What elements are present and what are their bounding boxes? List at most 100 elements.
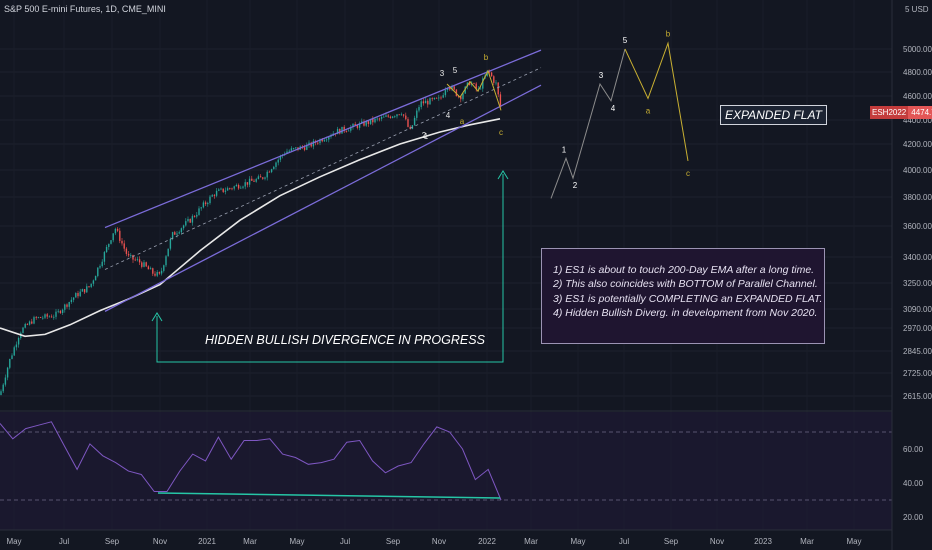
candle-body <box>64 304 66 310</box>
rsi-line <box>0 421 502 501</box>
candle-body <box>356 125 359 128</box>
candle-body <box>387 115 389 117</box>
divergence-arrow-right <box>497 170 509 180</box>
elliott-wave-projection: 1 2 3 4 5 a b c <box>550 29 690 199</box>
divergence-arrow-left <box>151 312 163 322</box>
time-tick-label: Nov <box>432 537 446 546</box>
candle-body <box>435 97 438 99</box>
candle-body <box>303 147 306 150</box>
time-tick-label: Sep <box>664 537 679 546</box>
candle-body <box>33 317 35 324</box>
candle-body <box>275 162 277 167</box>
time-tick-label: Mar <box>524 537 538 546</box>
candle-body <box>398 114 400 116</box>
candle-body <box>380 116 383 119</box>
time-tick-label: Jul <box>340 537 350 546</box>
candle-body <box>429 98 431 105</box>
candle-body <box>17 337 20 345</box>
wave-label: 1 <box>424 132 429 141</box>
candle-body <box>187 218 189 222</box>
candle-body <box>352 124 354 128</box>
candle-body <box>354 124 356 126</box>
candle-body <box>193 216 196 217</box>
candle-body <box>169 238 172 249</box>
candle-body <box>88 286 90 288</box>
wave-label: 5 <box>453 66 458 75</box>
candle-body <box>427 100 429 105</box>
time-tick-label: Sep <box>386 537 401 546</box>
candle-body <box>101 261 103 267</box>
candle-body <box>182 225 185 229</box>
candle-body <box>402 114 405 116</box>
candle-body <box>369 118 372 124</box>
candle-body <box>442 95 444 98</box>
candle-body <box>413 117 416 126</box>
candle-body <box>438 97 440 99</box>
candle-body <box>308 142 310 145</box>
candle-body <box>372 118 374 123</box>
candle-body <box>110 240 112 244</box>
candle-body <box>167 248 169 257</box>
candle-body <box>141 262 143 267</box>
candle-body <box>378 118 381 120</box>
candle-body <box>482 78 484 89</box>
candle-body <box>6 367 9 378</box>
candle-body <box>363 121 365 126</box>
candle-body <box>37 317 40 318</box>
rsi-tick-label: 40.00 <box>903 479 924 488</box>
time-tick-label: Jul <box>59 537 69 546</box>
currency-label[interactable]: 5 USD <box>905 5 929 14</box>
candle-body <box>233 186 235 189</box>
candle-body <box>48 316 51 318</box>
candle-body <box>365 121 367 126</box>
candle-body <box>310 142 312 147</box>
candle-body <box>209 196 211 204</box>
candle-body <box>174 232 176 235</box>
candle-body <box>246 182 249 185</box>
candle-body <box>446 87 449 91</box>
flat-wave-label: c <box>686 169 690 178</box>
candle-body <box>268 171 271 173</box>
candle-body <box>270 169 273 173</box>
candle-body <box>277 159 279 163</box>
rsi-tick-label: 20.00 <box>903 513 924 522</box>
price-tick-label: 2845.00 <box>903 347 932 356</box>
candle-body <box>46 314 48 317</box>
wave-label: a <box>460 117 465 126</box>
candle-body <box>229 188 231 189</box>
candle-body <box>143 262 145 267</box>
candle-body <box>189 218 191 223</box>
rsi-pane <box>0 412 892 530</box>
candle-body <box>343 126 345 132</box>
candle-body <box>213 195 216 196</box>
candle-body <box>50 316 53 318</box>
candle-body <box>152 268 154 274</box>
candle-body <box>105 246 108 253</box>
candle-body <box>460 96 462 100</box>
candle-body <box>180 228 183 233</box>
candle-body <box>226 188 229 191</box>
candle-body <box>75 293 77 298</box>
impulse-wave-label: 4 <box>611 104 616 113</box>
candle-body <box>81 289 84 292</box>
candle-body <box>116 228 119 231</box>
candle-body <box>24 324 26 328</box>
candle-body <box>204 202 207 205</box>
candle-body <box>11 355 13 359</box>
candle-body <box>121 240 123 244</box>
candle-body <box>416 110 418 118</box>
candle-body <box>292 148 295 149</box>
candle-body <box>493 76 495 83</box>
candle-body <box>72 297 75 300</box>
candle-body <box>367 121 370 124</box>
candle-body <box>431 98 433 100</box>
candle-body <box>453 86 455 90</box>
price-tick-label: 2970.00 <box>903 324 932 333</box>
candle-body <box>385 115 387 117</box>
candle-body <box>358 123 361 128</box>
candle-body <box>325 139 328 141</box>
note-line: 1) ES1 is about to touch 200-Day EMA aft… <box>553 264 815 276</box>
price-tick-label: 3250.00 <box>903 279 932 288</box>
price-tick-label: 3090.00 <box>903 305 932 314</box>
